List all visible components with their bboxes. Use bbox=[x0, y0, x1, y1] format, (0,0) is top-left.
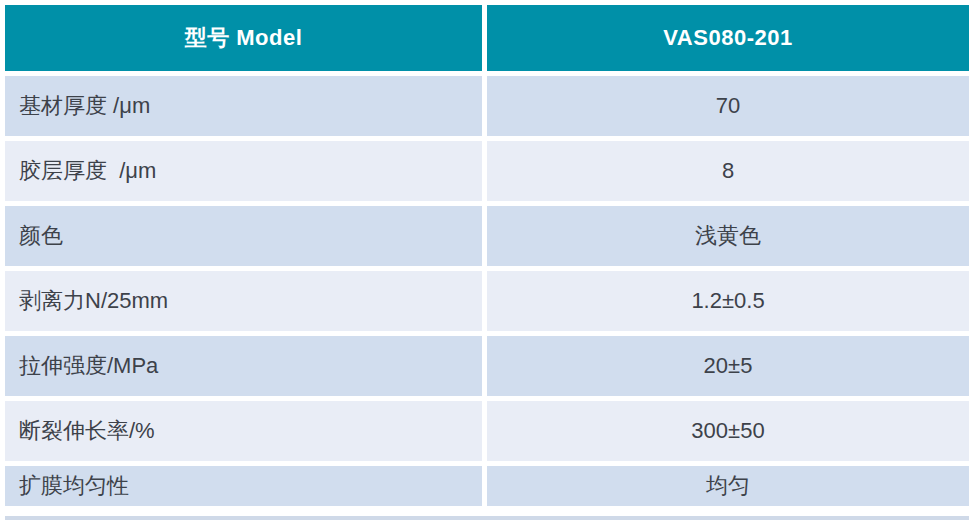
spec-value: 1.2±0.5 bbox=[487, 271, 969, 331]
spec-row-film-uniformity: 扩膜均匀性 均匀 bbox=[5, 466, 969, 506]
spec-value: 300±50 bbox=[487, 401, 969, 461]
header-row: 型号 Model VAS080-201 bbox=[5, 5, 969, 71]
spec-row-color: 颜色 浅黄色 bbox=[5, 206, 969, 266]
spec-row-adhesive-thickness: 胶层厚度 /μm 8 bbox=[5, 141, 969, 201]
spec-value: 均匀 bbox=[487, 466, 969, 506]
spec-row-peel-force: 剥离力N/25mm 1.2±0.5 bbox=[5, 271, 969, 331]
spec-label: 扩膜均匀性 bbox=[5, 466, 482, 506]
next-row-cutoff-strip bbox=[5, 516, 969, 520]
spec-row-tensile-strength: 拉伸强度/MPa 20±5 bbox=[5, 336, 969, 396]
spec-label: 剥离力N/25mm bbox=[5, 271, 482, 331]
spec-label: 胶层厚度 /μm bbox=[5, 141, 482, 201]
spec-row-substrate-thickness: 基材厚度 /μm 70 bbox=[5, 76, 969, 136]
header-cell-model-value: VAS080-201 bbox=[487, 5, 969, 71]
product-spec-table: 型号 Model VAS080-201 基材厚度 /μm 70 胶层厚度 /μm… bbox=[0, 0, 974, 511]
spec-label: 颜色 bbox=[5, 206, 482, 266]
spec-row-elongation: 断裂伸长率/% 300±50 bbox=[5, 401, 969, 461]
spec-value: 70 bbox=[487, 76, 969, 136]
spec-value: 20±5 bbox=[487, 336, 969, 396]
header-cell-model-label: 型号 Model bbox=[5, 5, 482, 71]
spec-value: 浅黄色 bbox=[487, 206, 969, 266]
spec-sheet-page: 型号 Model VAS080-201 基材厚度 /μm 70 胶层厚度 /μm… bbox=[0, 0, 976, 520]
spec-label: 断裂伸长率/% bbox=[5, 401, 482, 461]
spec-label: 拉伸强度/MPa bbox=[5, 336, 482, 396]
spec-value: 8 bbox=[487, 141, 969, 201]
spec-label: 基材厚度 /μm bbox=[5, 76, 482, 136]
